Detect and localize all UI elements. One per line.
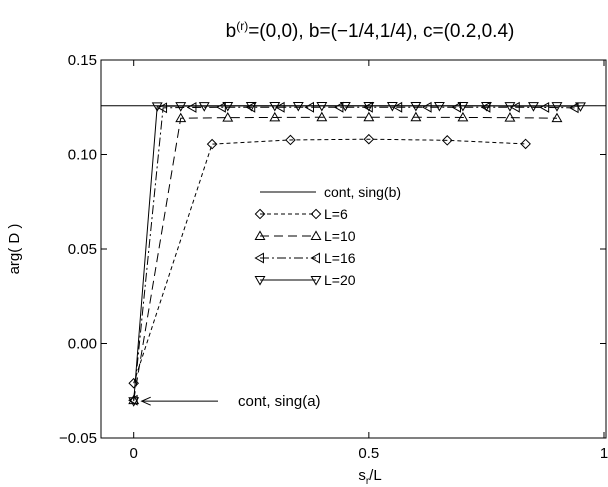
data-point	[198, 102, 210, 112]
data-point	[386, 101, 398, 112]
series-l-20	[128, 101, 586, 407]
data-point	[551, 102, 563, 112]
chart-title: b(r)=(0,0), b=(−1/4,1/4), c=(0.2,0.4)	[226, 19, 515, 42]
y-tick-label: 0.00	[68, 336, 97, 353]
data-point	[480, 101, 492, 112]
data-point	[316, 111, 328, 122]
data-point	[206, 138, 218, 150]
data-point	[551, 112, 563, 123]
data-point	[222, 101, 234, 112]
data-point	[222, 112, 234, 122]
legend: cont, sing(b) L=6 L=10 L=16 L=20	[254, 184, 401, 288]
data-point	[175, 102, 187, 112]
data-point	[316, 101, 328, 112]
legend-label: L=20	[324, 272, 356, 288]
data-point	[539, 101, 550, 113]
data-point	[569, 102, 579, 114]
legend-label: cont, sing(b)	[324, 184, 401, 200]
data-point	[285, 134, 296, 146]
x-axis-label: sr/L	[358, 467, 381, 487]
series-line	[133, 138, 526, 384]
legend-marker	[254, 208, 266, 220]
data-point	[292, 101, 304, 112]
x-tick-label: 0	[130, 445, 138, 462]
data-point	[269, 111, 281, 122]
title-rest: =(0,0), b=(−1/4,1/4), c=(0.2,0.4)	[248, 21, 514, 42]
data-point	[510, 101, 520, 113]
series-layer	[128, 101, 586, 407]
plot-frame	[100, 59, 607, 439]
data-point	[504, 112, 516, 122]
y-tick-label: 0.10	[68, 147, 97, 164]
y-axis-label: arg( D )	[6, 224, 23, 275]
legend-marker	[254, 252, 264, 264]
data-point	[433, 101, 445, 112]
data-point	[363, 111, 375, 122]
x-tick-label: 0.5	[358, 445, 379, 462]
legend-entry: L=20	[254, 272, 356, 288]
title-main: b	[226, 21, 237, 42]
data-point	[245, 101, 257, 112]
series-line	[133, 105, 581, 402]
data-point	[128, 394, 140, 405]
legend-label: L=10	[324, 228, 356, 244]
title-superscript: (r)	[236, 19, 248, 33]
data-point	[422, 101, 432, 113]
y-tick-label: 0.15	[68, 52, 97, 69]
legend-label: L=6	[324, 206, 348, 222]
y-tick-label: 0.05	[68, 241, 97, 258]
data-point	[441, 135, 453, 146]
legend-entry: L=16	[254, 250, 356, 266]
legend-marker	[310, 208, 322, 220]
x-axis-label-main: s	[358, 467, 366, 484]
data-point	[575, 102, 586, 112]
annotation-arrowhead	[140, 396, 151, 406]
data-point	[457, 111, 469, 122]
data-point	[410, 101, 422, 112]
data-point	[175, 112, 187, 123]
legend-marker	[310, 252, 320, 264]
data-point	[304, 101, 315, 113]
data-point	[410, 111, 422, 122]
data-point	[520, 138, 531, 150]
y-tick-label: −0.05	[59, 430, 97, 447]
data-point	[363, 133, 375, 145]
legend-marker	[254, 276, 266, 286]
x-axis-label-subscript: r	[366, 476, 370, 487]
data-point	[339, 101, 351, 112]
y-axis: −0.05 0.00 0.05 0.10 0.15	[59, 52, 606, 447]
legend-label: L=16	[324, 250, 356, 266]
legend-marker	[310, 230, 322, 240]
legend-marker	[310, 276, 322, 286]
data-point	[157, 102, 168, 114]
series-line	[133, 106, 575, 401]
data-point	[504, 102, 516, 112]
x-tick-label: 1	[600, 445, 608, 462]
x-axis-label-rest: /L	[369, 467, 382, 484]
annotation: cont, sing(a)	[140, 393, 321, 410]
x-axis: 0 0.5 1	[130, 60, 608, 462]
series-l-10	[128, 111, 563, 405]
data-point	[151, 102, 163, 112]
annotation-label: cont, sing(a)	[238, 393, 321, 410]
data-point	[392, 101, 403, 113]
legend-entry: cont, sing(b)	[260, 184, 401, 200]
data-point	[128, 397, 140, 407]
data-point	[275, 101, 285, 113]
data-point	[363, 101, 375, 112]
legend-entry: L=6	[254, 206, 348, 222]
data-point	[457, 101, 469, 112]
legend-marker	[254, 230, 266, 240]
data-point	[269, 101, 281, 112]
data-point	[527, 102, 539, 112]
series-line	[133, 116, 557, 401]
data-point	[186, 101, 197, 113]
legend-entry: L=10	[254, 228, 356, 244]
